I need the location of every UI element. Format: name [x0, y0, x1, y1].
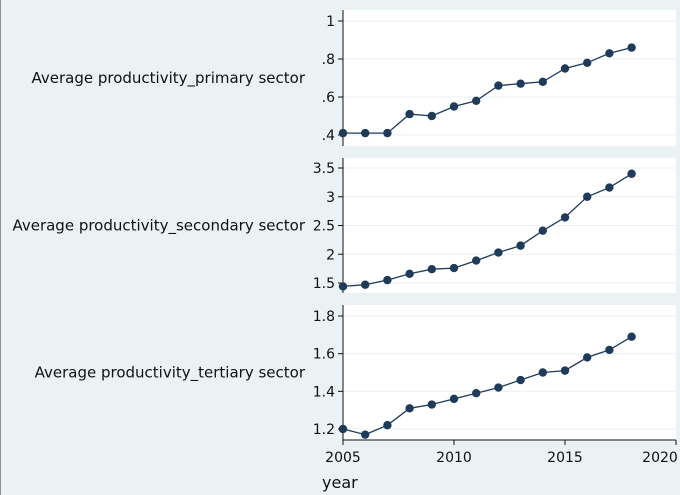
- panel-1-data-point: [605, 49, 614, 58]
- panel-2-data-point: [494, 248, 503, 257]
- panel-2-ylabel: Average productivity_secondary sector: [12, 217, 305, 236]
- panel-2-y-tick-label: 3.5: [313, 161, 335, 177]
- panel-3-data-point: [383, 421, 392, 430]
- panel-3-y-tick-label: 1.6: [313, 347, 335, 363]
- panel-1-data-point: [560, 64, 570, 73]
- panel-3-data-point: [361, 430, 370, 439]
- panel-1-plot-area: [343, 10, 676, 146]
- panel-1-data-point: [361, 128, 370, 138]
- panel-2-data-point: [449, 263, 459, 273]
- panel-2-data-point: [605, 183, 614, 192]
- panel-3-ylabel: Average productivity_tertiary sector: [35, 364, 306, 383]
- panel-2-data-point: [560, 213, 570, 222]
- panel-1-data-point: [383, 128, 392, 138]
- panel-3-data-point: [583, 353, 592, 362]
- panel-3-data-point: [427, 400, 436, 409]
- panel-1-data-point: [472, 96, 481, 106]
- panel-3-data-point: [627, 332, 636, 341]
- panel-1-y-tick-label: 1: [326, 14, 335, 30]
- panel-3-data-point: [605, 345, 614, 355]
- panel-3-y-tick-label: 1.8: [313, 309, 335, 325]
- panel-2-data-point: [383, 275, 392, 285]
- panel-2-y-tick-label: 2.5: [313, 219, 335, 235]
- panel-3-plot-area: [343, 305, 676, 440]
- x-tick-label: 2010: [436, 450, 472, 466]
- panel-3-data-point: [516, 375, 525, 385]
- panel-2-data-point: [583, 192, 592, 201]
- panel-2-data-point: [627, 169, 636, 178]
- panel-1-y-tick-label: .6: [322, 90, 335, 106]
- x-tick-label: 2005: [325, 450, 361, 466]
- panel-3-data-point: [538, 368, 547, 377]
- panel-3-y-tick-label: 1.4: [313, 384, 335, 400]
- panel-1-ylabel: Average productivity_primary sector: [31, 69, 305, 88]
- panel-2-y-tick-label: 2: [326, 247, 335, 263]
- x-tick-label: 2015: [547, 450, 583, 466]
- panel-3-data-point: [494, 383, 503, 392]
- panel-1-data-point: [494, 81, 503, 90]
- panel-3-data-point: [472, 389, 481, 398]
- panel-3-data-point: [405, 404, 414, 413]
- panel-3-series-line: [342, 336, 632, 436]
- panel-1-data-point: [338, 128, 348, 138]
- panel-1-data-point: [449, 102, 459, 111]
- panel-1-y-tick-label: .8: [322, 52, 335, 68]
- panel-1-data-point: [538, 77, 547, 87]
- panel-3-y-tick-label: 1.2: [313, 422, 335, 438]
- panel-2-data-point: [405, 269, 414, 278]
- panel-2-data-point: [472, 256, 481, 265]
- panel-1-data-point: [405, 109, 414, 119]
- panel-2-data-point: [361, 280, 370, 289]
- panel-2-data-point: [516, 241, 525, 250]
- panel-2-data-point: [338, 282, 348, 291]
- panel-3-data-point: [449, 394, 459, 404]
- x-axis-title: year: [322, 473, 358, 492]
- panel-2-data-point: [538, 226, 547, 235]
- panel-1-data-point: [427, 111, 436, 121]
- panel-3-data-point: [560, 366, 570, 375]
- panel-1-data-point: [627, 43, 636, 52]
- panel-2-data-point: [427, 265, 436, 274]
- panel-1-data-point: [583, 58, 592, 67]
- panel-1-data-point: [516, 79, 525, 88]
- panel-3-data-point: [338, 424, 348, 434]
- panel-1-y-tick-label: .4: [322, 128, 335, 144]
- panel-2-y-tick-label: 3: [326, 190, 335, 206]
- x-tick-label: 2020: [642, 450, 678, 466]
- panel-2-y-tick-label: 1.5: [313, 276, 335, 292]
